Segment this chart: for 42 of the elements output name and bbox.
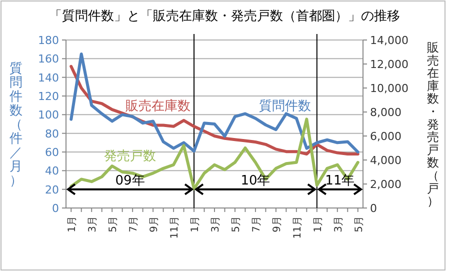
y-tick-label: 0	[52, 202, 59, 215]
x-tick-label: 3月	[333, 216, 344, 232]
y2-tick-label: 8,000	[370, 106, 402, 119]
x-tick-label: 5月	[108, 216, 120, 232]
x-tick-label: 5月	[354, 216, 365, 232]
annotation: 10年	[240, 173, 270, 188]
x-tick-label: 1月	[190, 216, 202, 232]
x-tick-label: 7月	[128, 216, 140, 232]
y-tick-label: 180	[38, 34, 59, 47]
annotation: 09年	[115, 173, 145, 188]
y2-tick-label: 10,000	[370, 82, 408, 95]
chart-title: 「質問件数」と「販売在庫数・発売戸数（首都圏）」の推移	[49, 8, 400, 24]
x-tick-label: 3月	[210, 216, 222, 232]
x-tick-label: 9月	[272, 216, 283, 232]
x-tick-label: 3月	[88, 216, 99, 232]
y-tick-label: 120	[38, 90, 59, 103]
y-tick-label: 140	[38, 71, 59, 84]
x-tick-label: 5月	[230, 216, 242, 232]
x-tick-label: 1月	[312, 216, 324, 232]
y2-tick-label: 12,000	[370, 58, 408, 71]
annotation: 11年	[325, 173, 355, 188]
series-label: 質問件数	[259, 99, 311, 114]
y2-tick-label: 2,000	[370, 178, 402, 191]
y-tick-label: 60	[45, 146, 59, 159]
x-tick-label: 11月	[292, 216, 304, 239]
y-tick-label: 80	[45, 127, 59, 140]
y2-tick-label: 0	[370, 202, 377, 215]
text: 質問件数（件／月）	[10, 62, 22, 189]
x-tick-label: 11月	[170, 216, 181, 239]
y-tick-label: 40	[45, 164, 59, 178]
y-tick-label: 160	[38, 52, 59, 66]
x-tick-label: 7月	[251, 216, 262, 232]
series-label: 発売戸数	[104, 149, 156, 164]
x-tick-label: 9月	[149, 216, 160, 232]
y2-tick-label: 4,000	[370, 154, 402, 167]
y2-tick-label: 14,000	[370, 34, 408, 47]
y-tick-label: 20	[45, 183, 59, 196]
y-tick-label: 100	[38, 108, 59, 122]
series-label: 販売在庫数	[126, 98, 190, 114]
y2-tick-label: 6,000	[370, 130, 402, 143]
text: 販売在庫数・発売戸数（戸）	[427, 40, 439, 208]
x-tick-label: 1月	[67, 216, 78, 232]
